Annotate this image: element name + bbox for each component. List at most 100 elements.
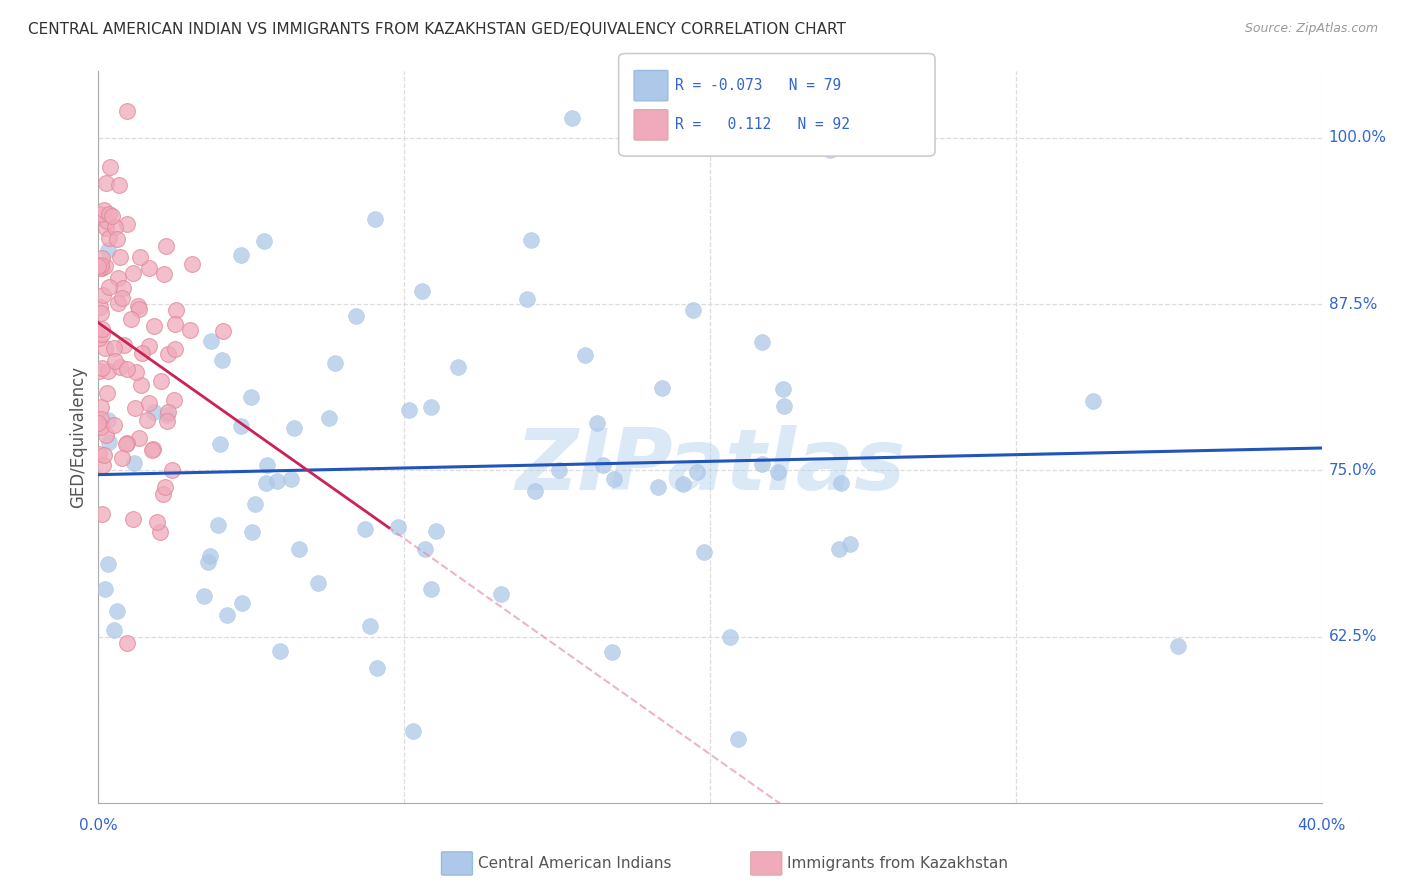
Point: [516, 292, 538, 306]
Text: ZIPatlas: ZIPatlas: [515, 425, 905, 508]
Point: [143, 405, 166, 419]
Point: [91, 507, 114, 521]
Point: [142, 318, 165, 333]
Point: [91, 326, 114, 341]
Point: [586, 416, 609, 430]
Point: [105, 232, 128, 246]
Point: [87, 416, 110, 430]
Point: [94, 177, 117, 191]
Point: [193, 589, 215, 603]
Point: [156, 409, 179, 423]
Point: [163, 317, 186, 331]
Point: [97, 243, 120, 257]
Point: [94, 259, 117, 273]
Point: [318, 411, 340, 425]
Point: [101, 209, 124, 223]
Point: [108, 251, 131, 265]
Point: [280, 472, 302, 486]
Point: [103, 623, 125, 637]
Point: [287, 541, 309, 556]
Point: [146, 516, 169, 530]
Point: [231, 596, 253, 610]
Point: [90, 420, 112, 434]
Point: [1083, 393, 1105, 408]
Point: [96, 220, 118, 235]
Point: [105, 604, 128, 618]
Text: 75.0%: 75.0%: [1329, 463, 1376, 478]
Point: [115, 636, 138, 650]
Point: [96, 386, 118, 401]
Point: [93, 341, 115, 355]
Point: [165, 303, 187, 318]
Point: [152, 487, 174, 501]
Point: [125, 365, 148, 379]
Point: [103, 341, 125, 355]
Point: [98, 207, 121, 221]
Point: [686, 465, 709, 479]
Point: [91, 458, 114, 472]
Text: 40.0%: 40.0%: [1298, 818, 1346, 832]
Point: [97, 413, 120, 427]
Point: [672, 476, 695, 491]
Point: [548, 463, 571, 477]
Point: [307, 575, 329, 590]
Point: [231, 418, 253, 433]
Point: [157, 346, 180, 360]
Point: [127, 299, 149, 313]
Point: [574, 348, 596, 362]
Point: [156, 414, 179, 428]
Point: [603, 472, 626, 486]
Point: [693, 545, 716, 559]
Point: [651, 381, 673, 395]
Point: [104, 220, 127, 235]
Point: [323, 356, 346, 370]
Point: [124, 401, 146, 415]
Point: [413, 541, 436, 556]
Point: [773, 400, 796, 414]
Point: [283, 421, 305, 435]
Point: [93, 448, 115, 462]
Point: [163, 342, 186, 356]
Point: [149, 374, 172, 388]
Point: [111, 291, 134, 305]
Point: [96, 214, 118, 228]
Text: Source: ZipAtlas.com: Source: ZipAtlas.com: [1244, 22, 1378, 36]
Point: [647, 479, 669, 493]
Point: [93, 287, 115, 301]
Point: [90, 306, 112, 320]
Point: [256, 458, 278, 472]
Point: [87, 447, 110, 461]
Point: [112, 337, 135, 351]
Text: 62.5%: 62.5%: [1329, 629, 1376, 644]
Point: [138, 396, 160, 410]
Text: R =   0.112   N = 92: R = 0.112 N = 92: [675, 118, 849, 132]
Point: [87, 259, 110, 273]
Point: [111, 451, 134, 466]
Point: [157, 405, 180, 419]
Point: [354, 522, 377, 536]
Point: [90, 412, 112, 426]
Text: CENTRAL AMERICAN INDIAN VS IMMIGRANTS FROM KAZAKHSTAN GED/EQUIVALENCY CORRELATIO: CENTRAL AMERICAN INDIAN VS IMMIGRANTS FR…: [28, 22, 846, 37]
Point: [387, 520, 409, 534]
Point: [87, 364, 110, 378]
Point: [229, 248, 252, 262]
Point: [103, 417, 125, 432]
Text: 0.0%: 0.0%: [79, 818, 118, 832]
Text: Central American Indians: Central American Indians: [478, 856, 672, 871]
Point: [94, 582, 117, 597]
Point: [160, 463, 183, 477]
Point: [211, 353, 233, 368]
Point: [108, 359, 131, 374]
Point: [727, 732, 749, 747]
Point: [411, 284, 433, 298]
Point: [198, 549, 221, 564]
Point: [240, 524, 263, 539]
Point: [269, 644, 291, 658]
Point: [91, 251, 114, 265]
Point: [402, 724, 425, 739]
Point: [163, 392, 186, 407]
Point: [97, 558, 120, 572]
Point: [398, 403, 420, 417]
Point: [89, 260, 111, 275]
Point: [93, 202, 115, 217]
